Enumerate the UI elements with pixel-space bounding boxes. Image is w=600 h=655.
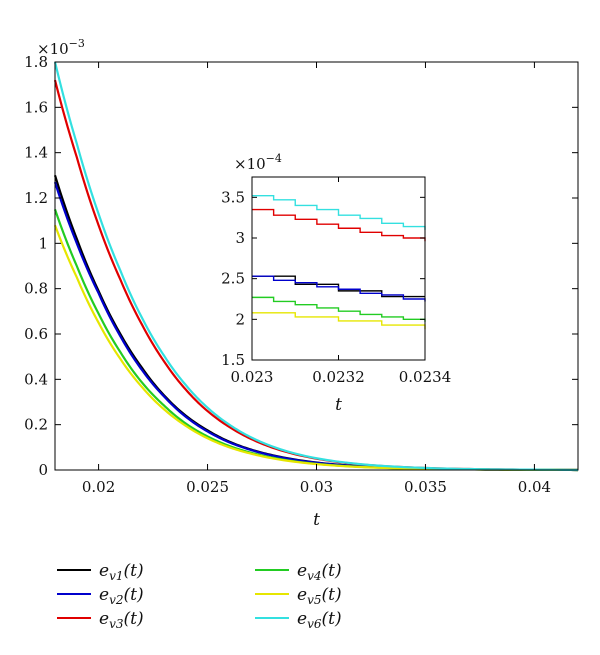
main-x-tick-label: 0.035	[404, 478, 447, 496]
legend-label: ev2(t)	[99, 585, 144, 607]
legend-label: ev3(t)	[99, 609, 144, 631]
main-x-tick-label: 0.03	[300, 478, 333, 496]
legend-item: ev6(t)	[255, 609, 342, 631]
main-y-tick-label: 1.4	[24, 144, 48, 162]
main-x-axis-label: t	[313, 510, 320, 530]
main-y-tick-label: 1.2	[24, 189, 48, 207]
legend-label: ev4(t)	[297, 561, 342, 583]
inset-y-tick-label: 3.5	[221, 188, 245, 206]
main-series-line-5	[53, 224, 579, 472]
main-x-tick-label: 0.04	[518, 478, 551, 496]
legend-item: ev5(t)	[255, 585, 342, 607]
inset-y-tick-label: 2.5	[221, 270, 245, 288]
main-y-tick-label: 0.6	[24, 325, 48, 343]
main-y-tick-label: 0.8	[24, 280, 48, 298]
main-x-tick-label: 0.025	[186, 478, 229, 496]
inset-plot-area	[252, 177, 425, 360]
legend-item: ev3(t)	[57, 609, 144, 631]
inset-plot: 0.023 0.0232 0.0234 1.5 2 2.5 3 3.5 ×10−4 t	[221, 152, 451, 415]
legend-item: ev4(t)	[255, 561, 342, 583]
main-y-tick-label: 1	[38, 234, 48, 252]
inset-y-tick-label: 3	[235, 229, 245, 247]
main-series-line-6	[53, 61, 579, 472]
legend: ev1(t)ev2(t)ev3(t) ev4(t)ev5(t)ev6(t)	[57, 561, 342, 631]
inset-y-multiplier: ×10−4	[234, 152, 282, 173]
main-y-multiplier: ×10−3	[37, 37, 85, 58]
inset-series-line-6	[252, 195, 426, 230]
main-y-tick-label: 0	[38, 461, 48, 479]
inset-x-tick-label: 0.0234	[399, 368, 452, 386]
main-y-tick-label: 1.6	[24, 98, 48, 116]
legend-item: ev1(t)	[57, 561, 144, 583]
inset-x-axis-label: t	[335, 395, 342, 415]
inset-x-tick-label: 0.023	[231, 368, 274, 386]
legend-item: ev2(t)	[57, 585, 144, 607]
main-y-tick-label: 0.2	[24, 416, 48, 434]
inset-series-line-3	[252, 208, 426, 242]
main-y-tick-label: 1.8	[24, 53, 48, 71]
inset-x-tick-label: 0.0232	[312, 368, 365, 386]
inset-y-tick-label: 1.5	[221, 351, 245, 369]
main-plot: 0.02 0.025 0.03 0.035 0.04 0 0.2 0.4 0.6 0.8 1 1.2 1…	[24, 37, 579, 530]
main-y-tick-label: 0.4	[24, 370, 48, 388]
inset-series-line-5	[252, 312, 426, 330]
main-x-tick-label: 0.02	[82, 478, 115, 496]
legend-label: ev5(t)	[297, 585, 342, 607]
legend-label: ev6(t)	[297, 609, 342, 631]
inset-y-tick-label: 2	[235, 310, 245, 328]
inset-series-line-2	[252, 275, 426, 302]
inset-series-line-4	[252, 296, 426, 322]
legend-label: ev1(t)	[99, 561, 144, 583]
